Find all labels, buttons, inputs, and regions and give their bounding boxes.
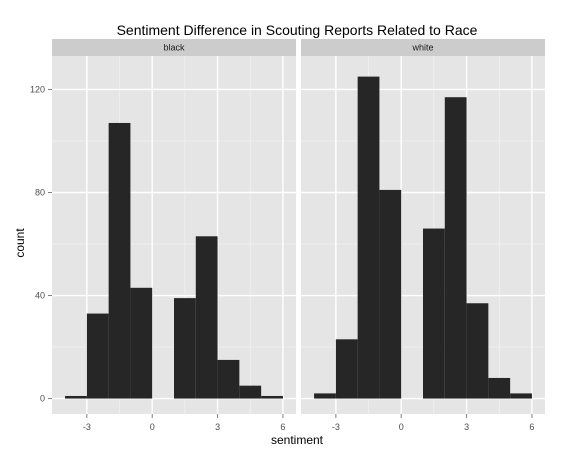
histogram-bar-white-0 [314,393,336,399]
facet-strip-label: black [163,43,185,53]
y-tick-label: 40 [35,291,45,301]
x-tick-label: -3 [332,422,340,432]
histogram-bar-white-4 [423,228,445,399]
histogram-bar-black-4 [174,298,196,399]
x-tick-label: 0 [150,422,155,432]
facet-strip [301,39,545,56]
x-tick-label: -3 [83,422,91,432]
facet-strip [52,39,296,56]
histogram-bar-white-3 [379,189,402,399]
histogram-bar-black-6 [217,359,240,399]
y-tick-label: 80 [35,188,45,198]
y-axis-title: count [13,228,27,258]
histogram-bar-white-2 [357,76,380,399]
y-tick-label: 120 [30,84,45,94]
histogram-bar-white-5 [444,97,467,399]
facet-panels: 0 40 80 120 black -3 0 3 6 white -3 0 3 6 [30,39,545,432]
facet-strip-label: white [411,43,433,53]
facet-panel-black: black -3 0 3 6 [52,39,296,432]
histogram-bar-black-8 [261,395,283,399]
x-tick-label: 3 [464,422,469,432]
x-axis-title: sentiment [271,433,324,447]
x-tick-label: 6 [529,422,534,432]
x-tick-label: 0 [399,422,404,432]
histogram-bar-black-2 [108,122,131,399]
chart-title: Sentiment Difference in Scouting Reports… [117,22,478,38]
histogram-bar-white-6 [466,303,489,399]
histogram-bar-black-0 [65,395,87,399]
histogram-bar-black-7 [239,385,262,399]
histogram-bar-black-1 [86,313,109,399]
x-tick-label: 3 [215,422,220,432]
y-axis: 0 40 80 120 [30,84,52,404]
x-tick-label: 6 [280,422,285,432]
histogram-bar-black-3 [130,287,153,399]
facet-panel-white: white -3 0 3 6 [301,39,545,432]
y-tick-label: 0 [40,394,45,404]
histogram-bar-white-7 [488,377,511,399]
histogram-bar-white-1 [335,339,358,399]
histogram-bar-white-8 [510,393,532,399]
histogram-bar-black-5 [195,236,218,399]
